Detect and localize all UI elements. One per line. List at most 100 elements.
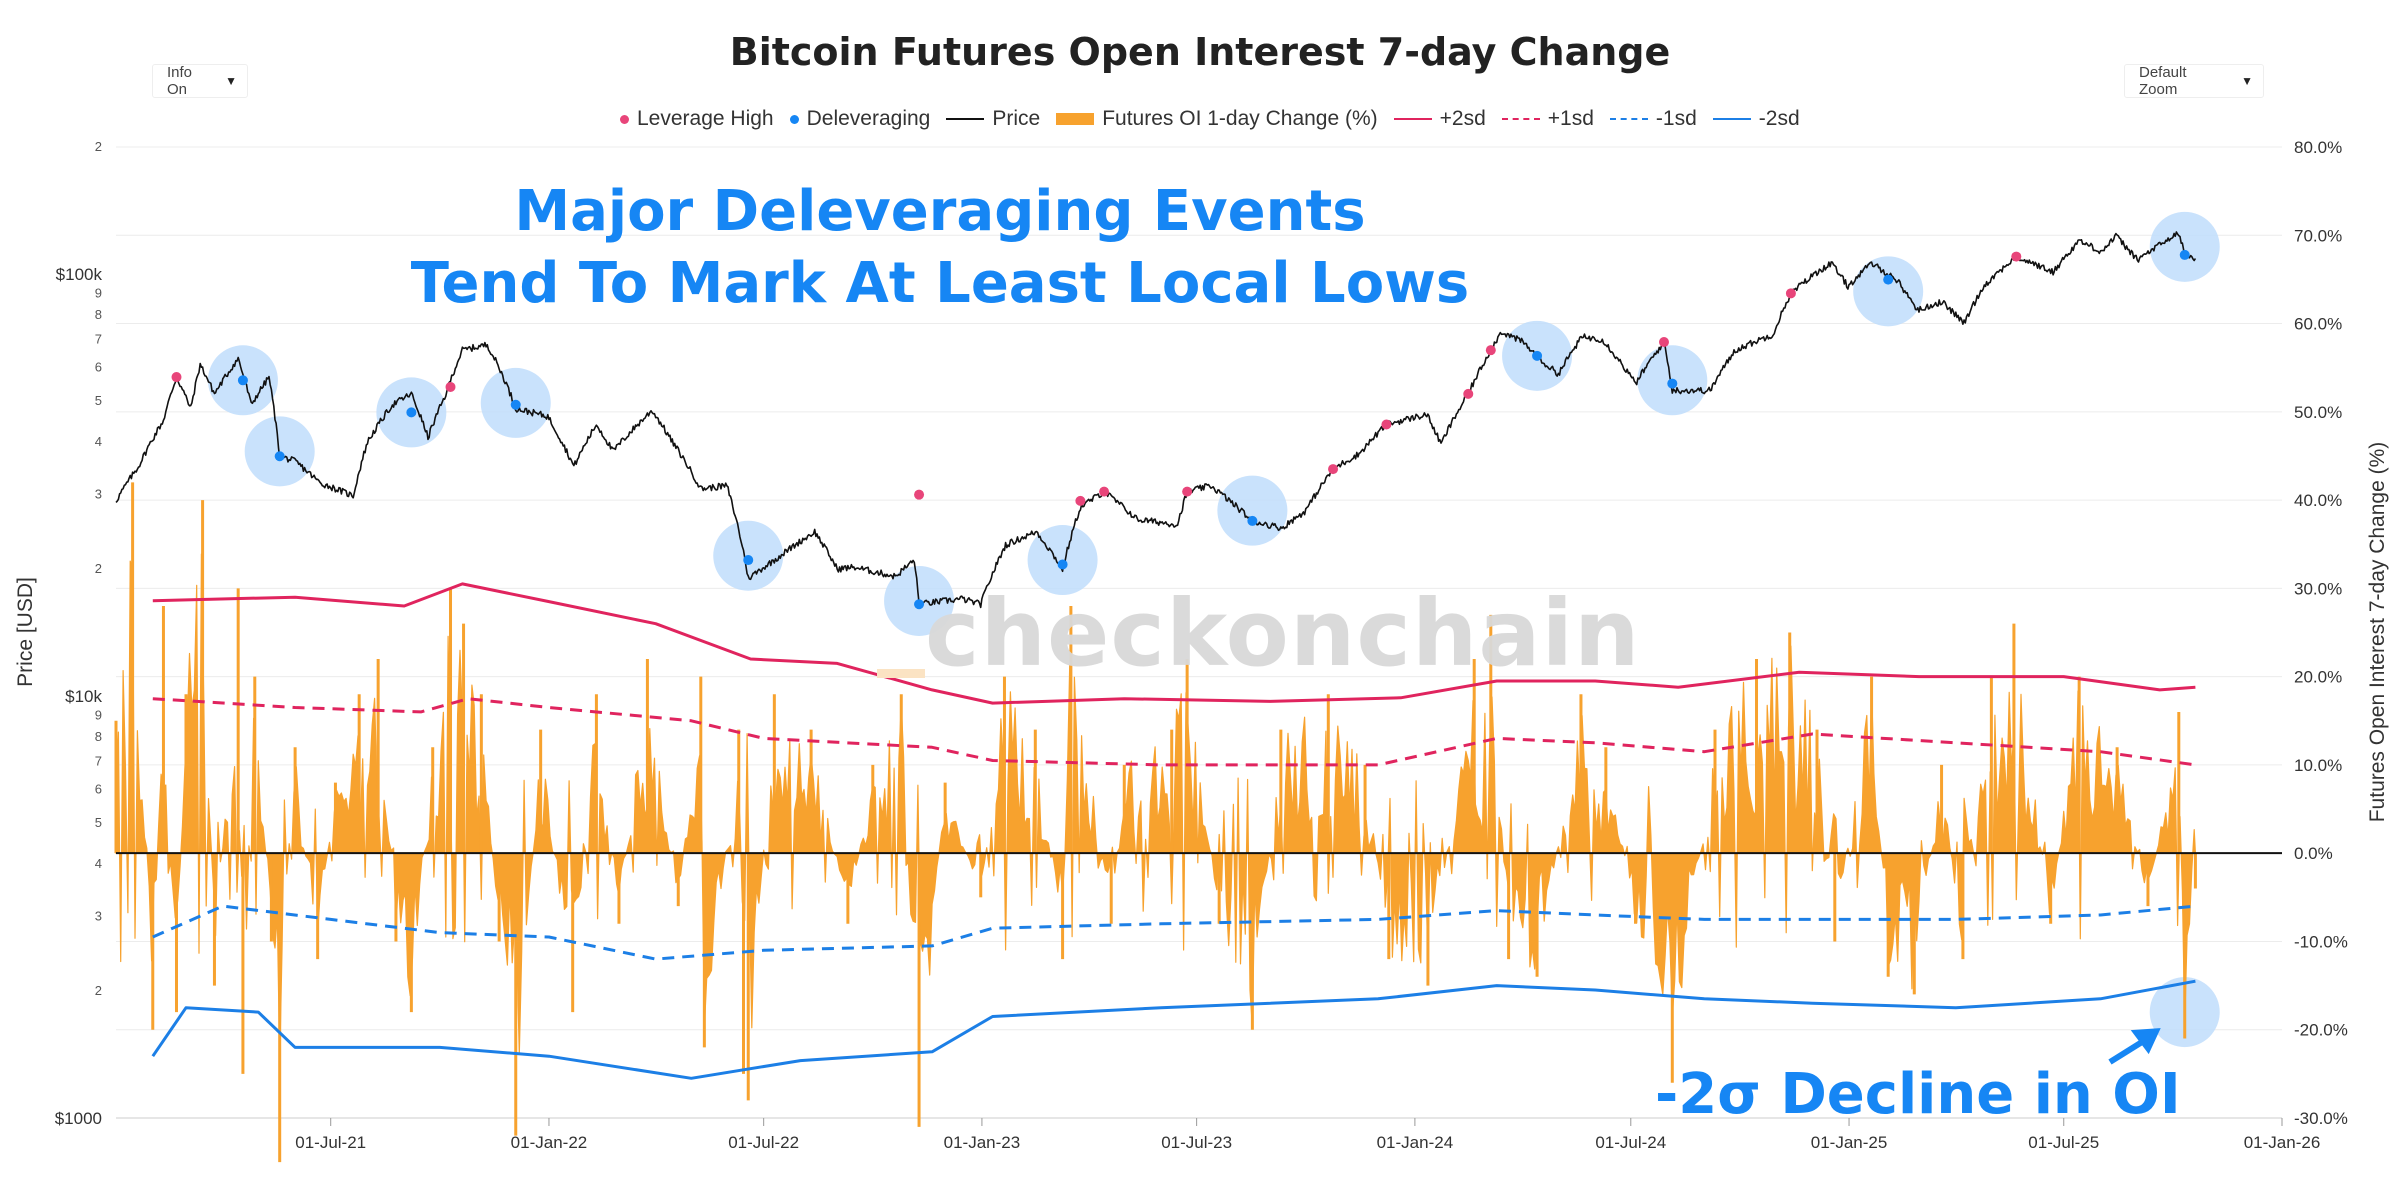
legend-label: -1sd: [1655, 107, 1697, 130]
legend-dot-icon: [789, 114, 799, 124]
deleveraging-marker: [743, 555, 754, 566]
x-tick-label: 01-Jul-21: [295, 1133, 366, 1152]
leverage-high-marker: [1785, 288, 1796, 299]
deleveraging-marker: [1247, 515, 1258, 526]
y-right-tick-label: 20.0%: [2294, 668, 2342, 687]
x-tick-label: 01-Jul-23: [1161, 1133, 1232, 1152]
y-left-tick-label: $10k: [65, 687, 102, 706]
legend-label: Futures OI 1-day Change (%): [1102, 107, 1378, 130]
y-right-tick-label: 30.0%: [2294, 579, 2342, 598]
oi-change-series: [114, 482, 2197, 1163]
legend-label: -2sd: [1758, 107, 1800, 130]
y-left-tick-label: 8: [95, 729, 102, 744]
leverage-high-marker: [2011, 251, 2022, 262]
watermark-bar: [877, 669, 925, 678]
legend-line-icon: [1501, 118, 1540, 120]
deleveraging-marker: [237, 375, 248, 386]
x-tick-label: 01-Jan-25: [1811, 1133, 1888, 1152]
leverage-high-marker: [914, 489, 925, 500]
legend-item[interactable]: Deleveraging: [789, 107, 931, 131]
zoom-dropdown[interactable]: Default Zoom ▼: [2124, 64, 2264, 98]
chart-title: Bitcoin Futures Open Interest 7-day Chan…: [729, 30, 1671, 74]
annotation-arrow-head: [2130, 1028, 2161, 1055]
zoom-label: Default Zoom: [2139, 64, 2187, 98]
y-left-tick-label: 6: [95, 782, 102, 797]
y-left-tick-label: 5: [95, 393, 102, 408]
x-tick-label: 01-Jan-23: [944, 1133, 1021, 1152]
deleveraging-marker: [2179, 249, 2190, 260]
chevron-down-icon: ▼: [225, 74, 237, 88]
y-left-tick-label: 8: [95, 307, 102, 322]
legend-item[interactable]: Futures OI 1-day Change (%): [1056, 107, 1378, 131]
y-right-tick-label: -30.0%: [2294, 1109, 2348, 1128]
y-right-tick-label: 10.0%: [2294, 756, 2342, 775]
legend-item[interactable]: +2sd: [1393, 107, 1486, 131]
y-right-tick-label: 60.0%: [2294, 315, 2342, 334]
deleveraging-marker: [1667, 378, 1678, 389]
x-axis-ticks: 01-Jul-21 01-Jan-22 01-Jul-22 01-Jan-23 01-J…: [295, 1118, 2320, 1152]
info-toggle-label: Info On: [167, 64, 193, 98]
legend-item[interactable]: -2sd: [1712, 107, 1800, 131]
annotation-line-2: Tend To Mark At Least Local Lows: [410, 251, 1470, 316]
y-left-tick-label: $100k: [56, 265, 103, 284]
legend-line-icon: [1609, 118, 1648, 120]
leverage-high-marker: [171, 372, 182, 383]
y-left-tick-label: 7: [95, 753, 102, 768]
deleveraging-marker: [1532, 350, 1543, 361]
legend-item[interactable]: +1sd: [1501, 107, 1594, 131]
legend-label: +2sd: [1439, 107, 1486, 130]
legend-line-icon: [1393, 118, 1432, 120]
legend-item[interactable]: -1sd: [1609, 107, 1697, 131]
y-left-tick-label: 7: [95, 331, 102, 346]
y-left-tick-label: 2: [95, 561, 102, 576]
annotation-deleveraging: Major Deleveraging Events Tend To Mark A…: [400, 176, 1480, 320]
watermark: checkonchain: [925, 580, 1641, 687]
y-right-tick-label: 40.0%: [2294, 491, 2342, 510]
y-right-tick-label: -10.0%: [2294, 932, 2348, 951]
legend-bar-icon: [1056, 113, 1095, 125]
legend-label: +1sd: [1547, 107, 1594, 130]
leverage-high-marker: [1381, 419, 1392, 430]
highlight-circle: [1853, 256, 1924, 327]
info-toggle-dropdown[interactable]: Info On ▼: [152, 64, 248, 98]
y-left-tick-label: 4: [95, 434, 102, 449]
y-left-tick-label: 3: [95, 487, 102, 502]
y-right-tick-label: 70.0%: [2294, 226, 2342, 245]
y-left-tick-label: 6: [95, 360, 102, 375]
y-left-tick-label: 2: [95, 983, 102, 998]
y-right-tick-label: -20.0%: [2294, 1021, 2348, 1040]
leverage-high-marker: [1182, 486, 1193, 497]
y-left-tick-label: $1000: [55, 1109, 102, 1128]
leverage-high-marker: [1658, 337, 1669, 348]
y-right-tick-label: 50.0%: [2294, 403, 2342, 422]
y-left-tick-label: 5: [95, 815, 102, 830]
y-right-ticks: 80.0% 70.0% 60.0% 50.0% 40.0% 30.0% 20.0% 10.0%…: [2294, 138, 2348, 1128]
x-tick-label: 01-Jul-22: [728, 1133, 799, 1152]
chart-legend: Leverage High Deleveraging Price Futures OI…: [620, 104, 1816, 134]
y-right-tick-label: 0.0%: [2294, 844, 2333, 863]
annotation-oi-decline: -2σ Decline in OI: [1655, 1062, 2181, 1127]
leverage-high-marker: [1328, 464, 1339, 475]
deleveraging-marker: [1883, 274, 1894, 285]
series-2sd-line: [152, 582, 2196, 705]
legend-line-icon: [946, 118, 985, 120]
chevron-down-icon: ▼: [2241, 74, 2253, 88]
legend-line-icon: [1712, 118, 1751, 120]
legend-item[interactable]: Leverage High: [620, 107, 774, 131]
y-left-axis-title: Price [USD]: [14, 577, 37, 687]
annotation-line-1: Major Deleveraging Events: [514, 179, 1366, 244]
series-2sd-line: [151, 979, 2196, 1080]
legend-label: Leverage High: [637, 107, 774, 130]
x-tick-label: 01-Jul-25: [2028, 1133, 2099, 1152]
leverage-high-marker: [1463, 388, 1474, 399]
leverage-high-marker: [1099, 486, 1110, 497]
leverage-high-marker: [445, 381, 456, 392]
legend-label: Deleveraging: [806, 107, 931, 130]
price-line: [115, 231, 2197, 609]
legend-label: Price: [992, 107, 1041, 130]
legend-item[interactable]: Price: [946, 107, 1040, 131]
x-tick-label: 01-Jan-22: [511, 1133, 588, 1152]
deleveraging-markers: [237, 249, 2190, 610]
